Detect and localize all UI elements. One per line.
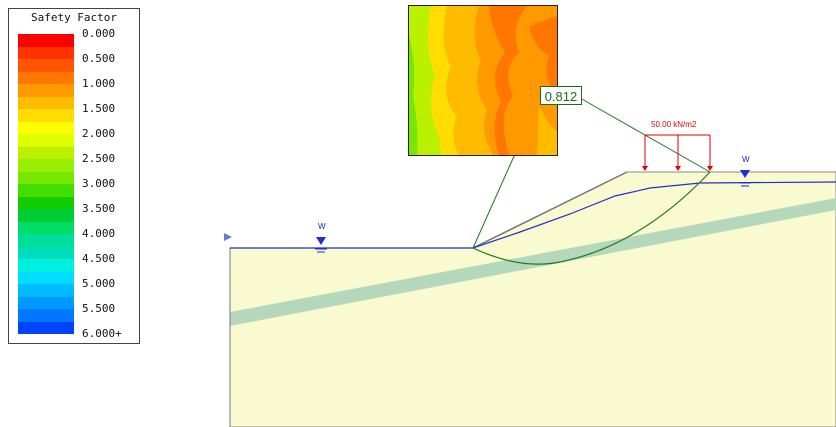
weak-layer [230,198,836,326]
legend-label: 3.500 [82,202,116,215]
legend-swatch [18,84,74,97]
legend-swatch [18,209,74,222]
distributed-load: 50.00 kN/m2 [642,120,713,171]
legend-swatch [18,271,74,284]
legend-label: 2.500 [82,152,116,165]
legend-label: 1.500 [82,102,116,115]
legend-swatch [18,221,74,234]
legend-swatch [18,321,74,334]
min-safety-factor-label: 0.812 [540,86,582,105]
legend-swatch [18,71,74,84]
slope-face [472,171,628,249]
legend-label: 1.000 [82,77,116,90]
legend-swatch [18,146,74,159]
svg-text:W: W [742,155,750,164]
legend-label: 0.000 [82,27,116,40]
legend-swatch [18,234,74,247]
legend-swatch [18,134,74,147]
legend-label: 6.000+ [82,327,122,340]
water-table-line [230,181,836,249]
legend-swatch [18,196,74,209]
legend-swatch [18,309,74,322]
legend-title: Safety Factor [30,11,118,24]
legend-swatch [18,246,74,259]
legend-label: 5.500 [82,302,116,315]
legend-swatch [18,59,74,72]
legend-swatch [18,96,74,109]
legend-swatch [18,109,74,122]
legend-label: 3.000 [82,177,116,190]
legend-swatch [18,171,74,184]
legend-label: 5.000 [82,277,116,290]
legend-swatch [18,259,74,272]
legend-swatch [18,34,74,47]
legend-color-scale [18,34,74,334]
safety-factor-legend: Safety Factor 0.000 0.500 1.000 1.500 2.000 2… [8,8,140,344]
legend-label: 4.000 [82,227,116,240]
water-symbol-right: W [739,155,751,187]
critical-slip-surface [472,171,711,265]
svg-text:50.00 kN/m2: 50.00 kN/m2 [651,120,697,129]
legend-swatch [18,296,74,309]
legend-swatch [18,284,74,297]
legend-swatch [18,46,74,59]
legend-swatch [18,184,74,197]
svg-text:W: W [318,222,326,231]
slip-center-contour-grid [408,5,558,156]
legend-label: 2.000 [82,127,116,140]
legend-swatch [18,121,74,134]
legend-label: 0.500 [82,52,116,65]
water-symbol-left: W [315,222,327,253]
legend-label: 4.500 [82,252,116,265]
water-table-marker-left [224,233,232,241]
legend-swatch [18,159,74,172]
